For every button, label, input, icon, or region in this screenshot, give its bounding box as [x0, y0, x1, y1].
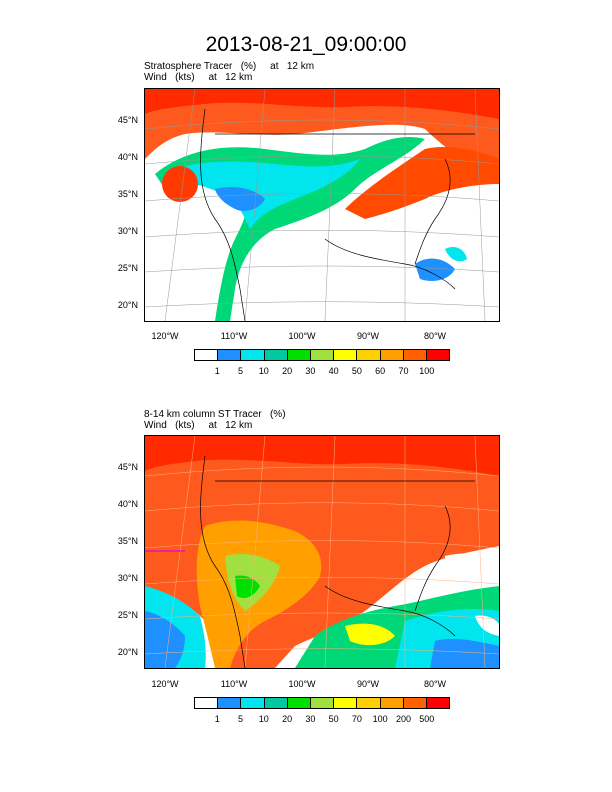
- colorbar-swatch: [379, 698, 403, 708]
- colorbar-swatch: [263, 698, 287, 708]
- colorbar-swatch: [425, 698, 450, 708]
- colorbar-label: 500: [419, 714, 435, 724]
- panel2-lon-label: 90°W: [356, 679, 380, 689]
- colorbar-swatch: [240, 698, 264, 708]
- panel1-lat-label: 35°N: [117, 189, 138, 199]
- colorbar-swatch: [217, 698, 241, 708]
- colorbar-swatch: [263, 350, 287, 360]
- colorbar-swatch: [286, 350, 310, 360]
- panel2-lat-label: 35°N: [117, 536, 138, 546]
- panel2-colorbar: [194, 697, 450, 709]
- panel2-lon-label: 100°W: [288, 679, 316, 689]
- colorbar-swatch: [333, 350, 357, 360]
- panel2-lon-label: 80°W: [423, 679, 447, 689]
- colorbar-swatch: [333, 698, 357, 708]
- panel1-lon-label: 100°W: [288, 331, 316, 341]
- colorbar-label: 20: [282, 366, 293, 376]
- colorbar-label: 100: [419, 366, 435, 376]
- colorbar-label: 30: [305, 714, 316, 724]
- panel1-subtitle-line2: Wind (kts) at 12 km: [144, 72, 253, 83]
- colorbar-swatch: [402, 350, 426, 360]
- page-title: 2013-08-21_09:00:00: [205, 33, 407, 56]
- colorbar-label: 40: [328, 366, 339, 376]
- colorbar-label: 200: [395, 714, 411, 724]
- panel1-lat-label: 20°N: [117, 300, 138, 310]
- colorbar-swatch: [195, 350, 218, 360]
- colorbar-label: 5: [238, 714, 244, 724]
- panel2-lat-label: 25°N: [117, 610, 138, 620]
- colorbar-swatch: [217, 350, 241, 360]
- colorbar-swatch: [309, 698, 334, 708]
- colorbar-label: 70: [351, 714, 362, 724]
- colorbar-swatch: [356, 350, 380, 360]
- panel2-lat-label: 30°N: [117, 573, 138, 583]
- panel1-map: [144, 88, 500, 322]
- colorbar-label: 30: [305, 366, 316, 376]
- panel1-lat-label: 45°N: [117, 115, 138, 125]
- colorbar-swatch: [402, 698, 426, 708]
- colorbar-label: 70: [398, 366, 409, 376]
- panel1-lon-label: 120°W: [151, 331, 179, 341]
- colorbar-label: 50: [328, 714, 339, 724]
- colorbar-swatch: [240, 350, 264, 360]
- panel2-subtitle-line2: Wind (kts) at 12 km: [144, 420, 253, 431]
- panel1-colorbar: [194, 349, 450, 361]
- colorbar-label: 1: [214, 366, 220, 376]
- colorbar-label: 10: [258, 714, 269, 724]
- colorbar-swatch: [425, 350, 450, 360]
- colorbar-swatch: [379, 350, 403, 360]
- panel1-lon-label: 110°W: [220, 331, 248, 341]
- panel2-map-svg: [145, 436, 499, 668]
- panel1-lat-label: 40°N: [117, 152, 138, 162]
- colorbar-swatch: [356, 698, 380, 708]
- panel1-subtitle-line1: Stratosphere Tracer (%) at 12 km: [144, 61, 315, 72]
- colorbar-swatch: [195, 698, 218, 708]
- panel1-lat-label: 25°N: [117, 263, 138, 273]
- panel2-lat-label: 20°N: [117, 647, 138, 657]
- panel2-lat-label: 40°N: [117, 499, 138, 509]
- colorbar-label: 60: [375, 366, 386, 376]
- panel1-map-svg: [145, 89, 499, 321]
- colorbar-label: 50: [351, 366, 362, 376]
- colorbar-label: 20: [282, 714, 293, 724]
- colorbar-label: 5: [238, 366, 244, 376]
- panel2-lon-label: 110°W: [220, 679, 248, 689]
- panel2-lat-label: 45°N: [117, 462, 138, 472]
- colorbar-label: 1: [214, 714, 220, 724]
- panel1-lat-label: 30°N: [117, 226, 138, 236]
- colorbar-swatch: [309, 350, 334, 360]
- panel2-lon-label: 120°W: [151, 679, 179, 689]
- panel1-lon-label: 90°W: [356, 331, 380, 341]
- colorbar-label: 10: [258, 366, 269, 376]
- colorbar-label: 100: [372, 714, 388, 724]
- panel2-subtitle-line1: 8-14 km column ST Tracer (%): [144, 409, 286, 420]
- panel1-lon-label: 80°W: [423, 331, 447, 341]
- panel2-map: [144, 435, 500, 669]
- colorbar-swatch: [286, 698, 310, 708]
